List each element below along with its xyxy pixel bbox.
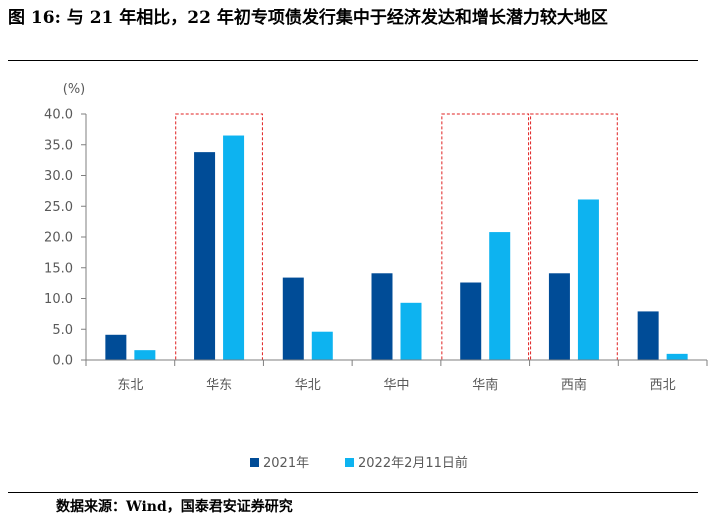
highlight-box bbox=[175, 113, 263, 361]
legend-swatch bbox=[250, 458, 259, 467]
x-category-label: 东北 bbox=[117, 378, 143, 393]
x-category-label: 华东 bbox=[206, 378, 232, 393]
x-category-label: 华中 bbox=[383, 378, 409, 393]
bar-series2 bbox=[311, 331, 333, 360]
x-category-label: 西南 bbox=[561, 377, 587, 393]
bar-series2 bbox=[134, 350, 156, 360]
figure-title: 图 16: 与 21 年相比，22 年初专项债发行集中于经济发达和增长潜力较大地… bbox=[8, 8, 608, 28]
legend-label: 2021年 bbox=[263, 456, 309, 471]
source-note: 数据来源：Wind，国泰君安证券研究 bbox=[56, 499, 293, 515]
bar-series1 bbox=[105, 334, 127, 360]
bar-series1 bbox=[460, 282, 482, 360]
bar-series1 bbox=[548, 273, 570, 360]
y-tick-label: 20.0 bbox=[44, 231, 73, 246]
x-category-label: 华北 bbox=[295, 378, 321, 393]
y-tick-label: 35.0 bbox=[44, 138, 73, 153]
y-tick-label: 15.0 bbox=[44, 261, 73, 276]
bar-series2 bbox=[400, 302, 422, 360]
bar-series2 bbox=[666, 353, 688, 360]
bar-series2 bbox=[577, 199, 599, 360]
bar-series1 bbox=[194, 152, 216, 360]
bar-series1 bbox=[371, 273, 393, 360]
y-tick-label: 25.0 bbox=[44, 200, 73, 215]
bar-series2 bbox=[489, 232, 511, 360]
bar-series2 bbox=[223, 135, 245, 360]
y-tick-label: 40.0 bbox=[44, 108, 73, 123]
bar-series1 bbox=[282, 277, 304, 360]
title-divider bbox=[8, 60, 698, 61]
legend-swatch bbox=[345, 458, 354, 467]
y-tick-label: 5.0 bbox=[52, 323, 73, 338]
x-category-label: 华南 bbox=[472, 377, 498, 393]
x-category-label: 西北 bbox=[650, 378, 676, 393]
y-tick-label: 10.0 bbox=[44, 292, 73, 307]
y-tick-label: 30.0 bbox=[44, 169, 73, 184]
y-tick-label: 0.0 bbox=[52, 354, 73, 369]
highlight-box bbox=[530, 113, 618, 361]
y-unit-label: (%) bbox=[63, 82, 86, 97]
highlight-box bbox=[441, 113, 530, 361]
source-divider bbox=[8, 492, 698, 493]
bar-series1 bbox=[637, 311, 659, 360]
legend-label: 2022年2月11日前 bbox=[358, 455, 468, 471]
